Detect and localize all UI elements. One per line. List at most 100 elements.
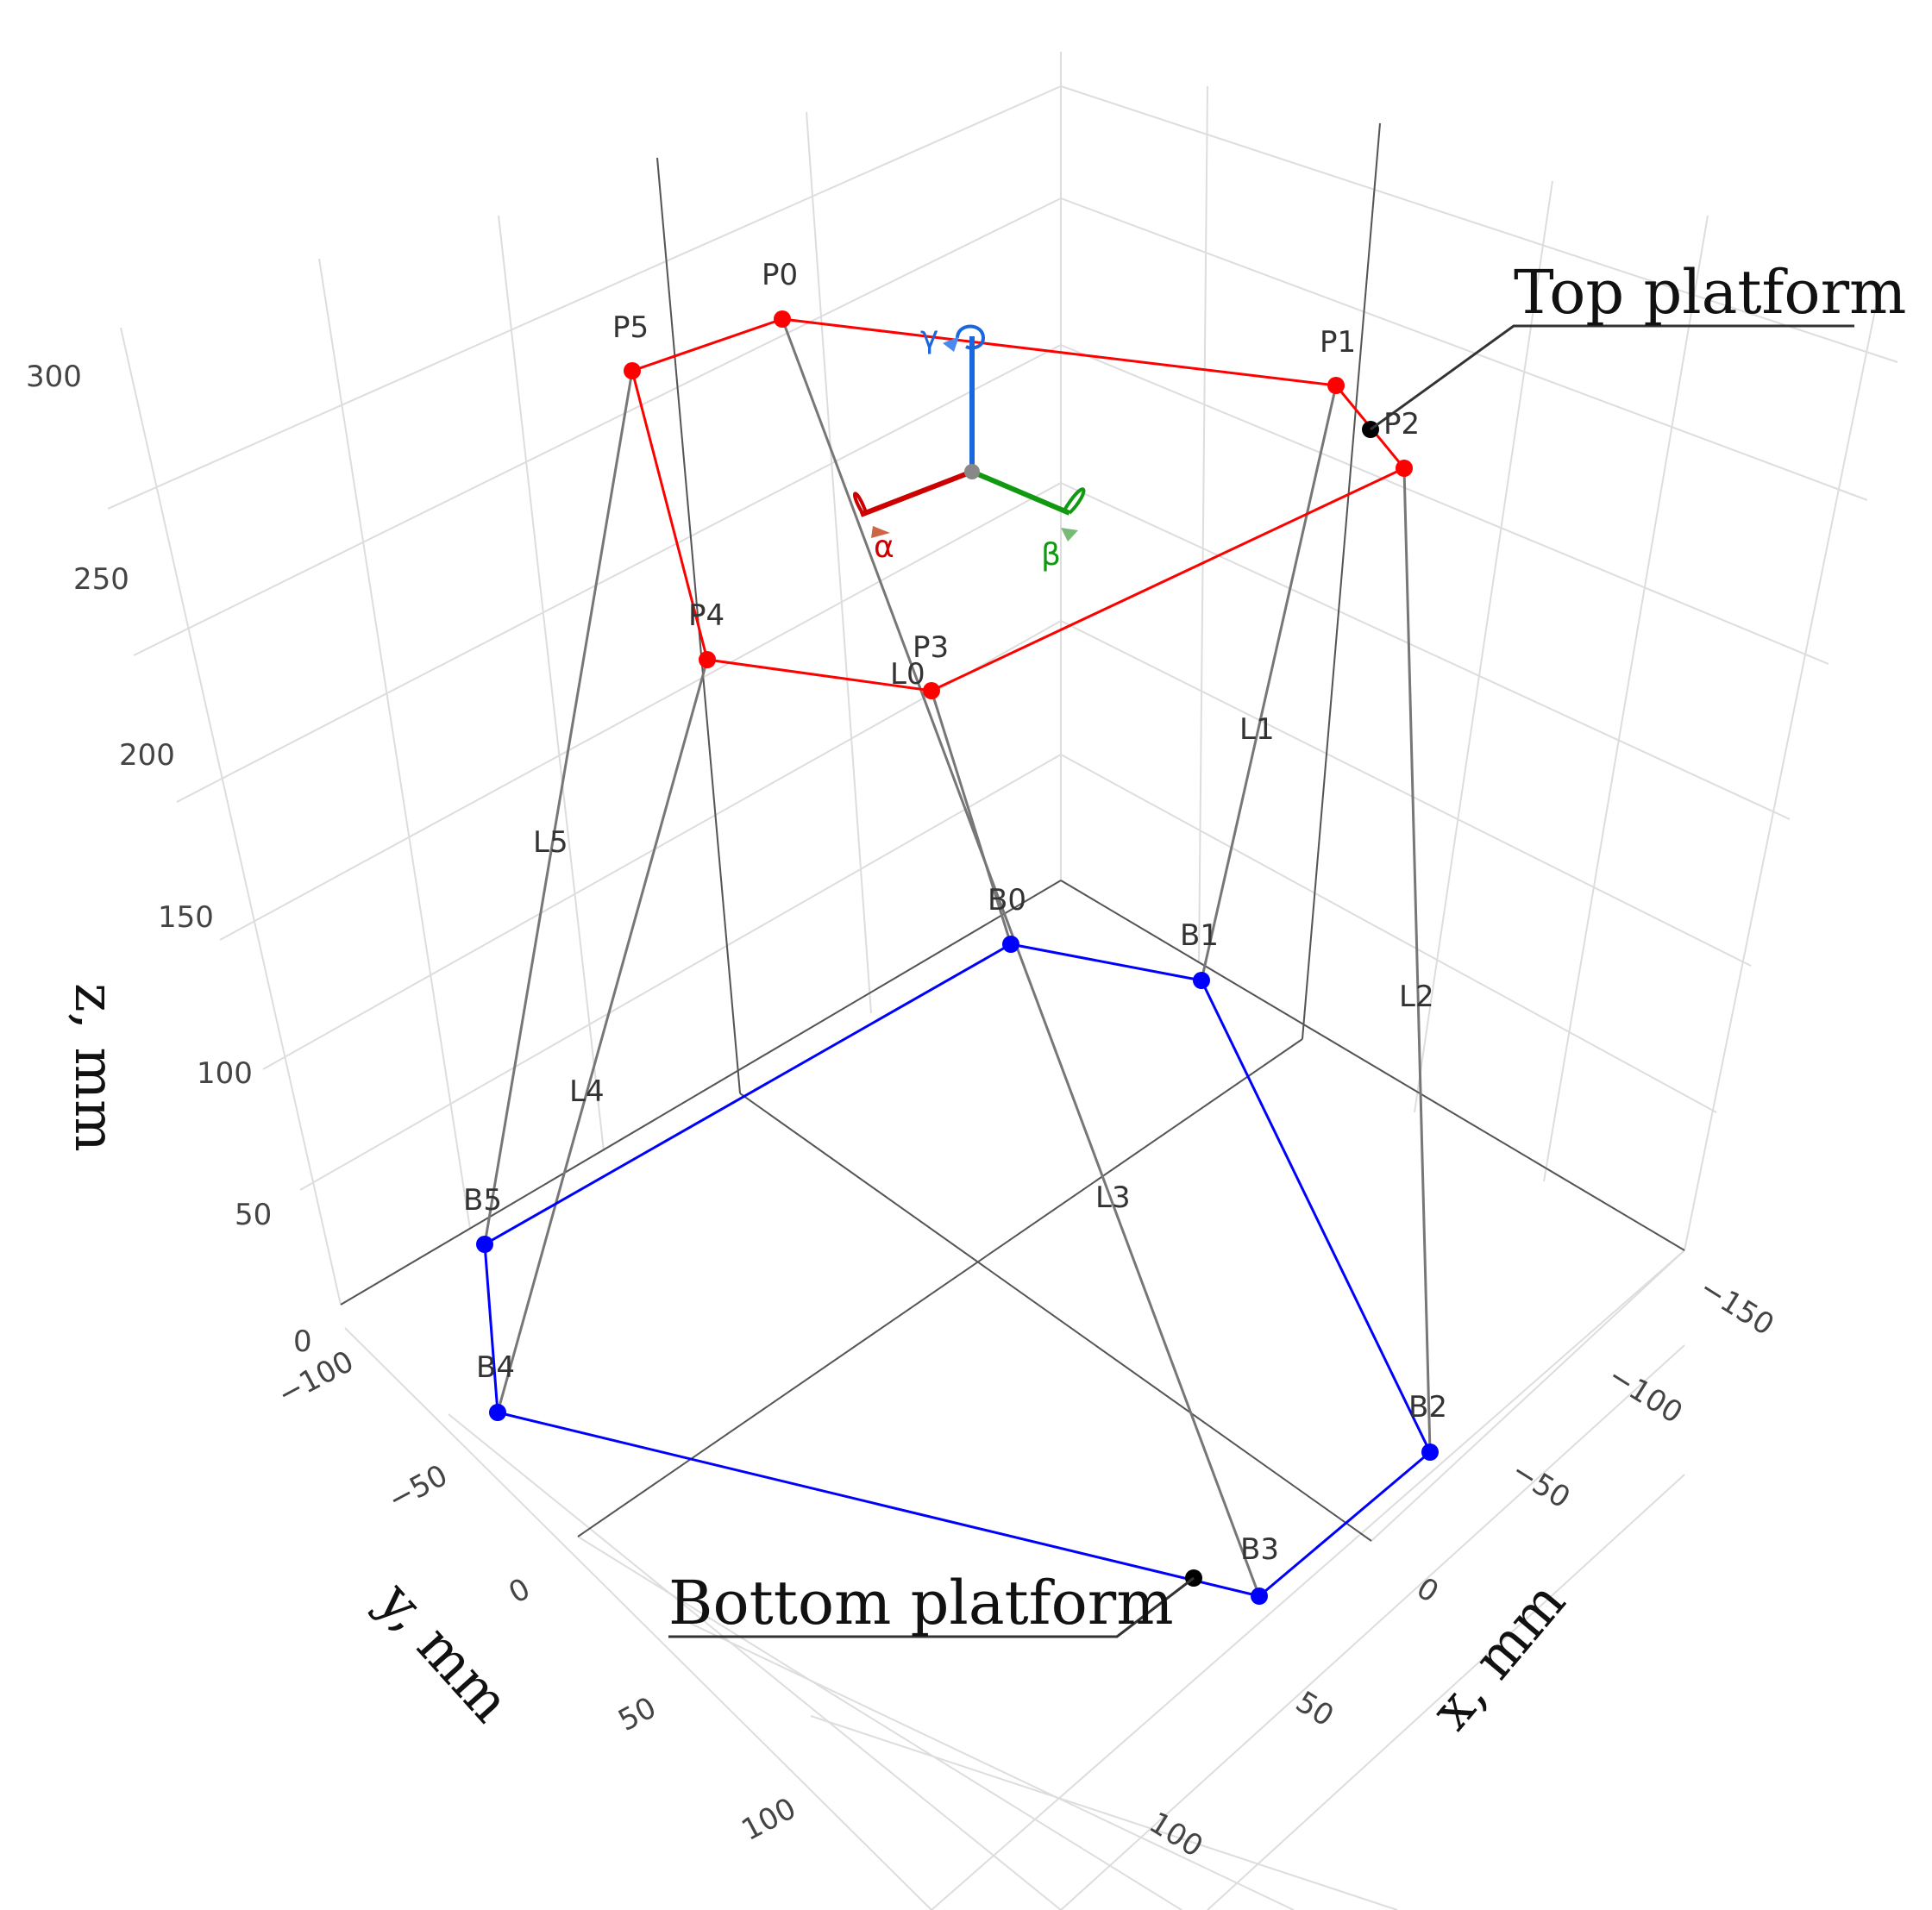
grid-line (931, 1249, 1685, 1910)
label-B0: B0 (988, 883, 1026, 917)
bottom-platform-labels: B0 B1 B2 B3 B4 B5 (463, 883, 1447, 1567)
leg-labels: L0 L1 L2 L3 L4 L5 (533, 657, 1434, 1215)
label-B5: B5 (463, 1183, 502, 1218)
leg-L4 (496, 659, 709, 1413)
alpha-rotation-arrow (853, 492, 869, 516)
y-tick-neg50: −50 (382, 1458, 453, 1518)
label-P2: P2 (1383, 407, 1420, 441)
bottom-platform-outline (483, 942, 1432, 1598)
vertex-B1 (1193, 972, 1210, 989)
grid-line (806, 111, 872, 1014)
z-tick-100: 100 (197, 1056, 253, 1091)
grid-line (1060, 1344, 1685, 1910)
gamma-arrowhead (943, 336, 959, 352)
label-P3: P3 (913, 630, 949, 665)
label-P4: P4 (688, 598, 724, 633)
label-B2: B2 (1408, 1390, 1447, 1425)
label-B4: B4 (476, 1350, 515, 1385)
grid-line (1371, 1249, 1685, 1542)
leg-L1 (1200, 385, 1338, 981)
grid-line (1543, 215, 1709, 1182)
z-axis-ticks: 0 50 100 150 200 250 300 (26, 360, 312, 1359)
x-tick-0: 0 (1410, 1571, 1445, 1610)
leg-L2 (1402, 467, 1432, 1453)
top-platform-labels: P0 P1 P2 P3 P4 P5 (612, 258, 1420, 665)
z-tick-150: 150 (158, 900, 214, 935)
x-tick-50: 50 (1289, 1685, 1339, 1734)
x-axis-title: x, mm (1420, 1570, 1578, 1742)
top-platform-vertices (624, 310, 1413, 699)
grid-line (810, 1715, 1398, 1910)
vertex-B4 (489, 1404, 506, 1421)
x-tick-neg150: −150 (1693, 1271, 1779, 1343)
alpha-axis-line (859, 469, 974, 517)
y-tick-neg100: −100 (272, 1344, 359, 1412)
vertex-B5 (476, 1236, 493, 1253)
back-bottom-edge (340, 880, 1062, 1306)
bottom-platform-callout: Bottom platform (668, 1568, 1174, 1638)
grid-line (1060, 197, 1868, 501)
x-tick-neg50: −50 (1505, 1454, 1576, 1516)
vertex-P5 (624, 362, 641, 379)
vertical-edge-right (1302, 122, 1381, 1040)
leg-label-L3: L3 (1095, 1180, 1131, 1215)
callouts: Top platform Bottom platform (668, 257, 1906, 1638)
z-tick-300: 300 (26, 360, 82, 394)
grid-line (448, 1413, 1062, 1910)
y-axis-title: y, mm (364, 1569, 522, 1734)
vertex-B3 (1251, 1587, 1268, 1605)
vertex-P0 (774, 310, 791, 328)
beta-axis-line (970, 469, 1071, 516)
x-axis-ticks: −150 −100 −50 0 50 100 (1143, 1271, 1779, 1864)
grid-line (219, 482, 1062, 941)
top-callout-leader (1370, 324, 1854, 431)
alpha-arrowhead (871, 526, 890, 538)
vertex-B2 (1421, 1443, 1439, 1461)
leg-L0 (781, 318, 1261, 1597)
z-tick-200: 200 (119, 738, 175, 773)
label-P0: P0 (762, 258, 798, 292)
beta-label: β (1041, 537, 1061, 573)
leg-label-L4: L4 (569, 1074, 605, 1109)
grid-line (133, 197, 1062, 656)
leg-label-L2: L2 (1399, 980, 1434, 1014)
grid-line (685, 1620, 1295, 1910)
x-tick-neg100: −100 (1602, 1359, 1688, 1431)
vertex-P1 (1327, 377, 1345, 394)
grid-line (120, 327, 342, 1306)
orientation-frame: α β γ (853, 320, 1086, 573)
gamma-rotation-arrow (956, 324, 986, 350)
y-tick-0: 0 (503, 1571, 536, 1610)
gamma-label: γ (920, 320, 938, 355)
grid-line (1060, 620, 1752, 967)
grid-line (1060, 754, 1717, 1113)
vertex-P2 (1396, 460, 1413, 477)
z-tick-0: 0 (293, 1324, 312, 1359)
vertex-B0 (1002, 936, 1019, 953)
bottom-callout-leader (668, 1576, 1195, 1638)
vertex-P3 (923, 682, 940, 699)
bottom-platform-vertices (476, 936, 1439, 1605)
grid-line (1198, 85, 1208, 962)
label-B1: B1 (1180, 918, 1219, 953)
leg-L5 (483, 370, 634, 1245)
grid-line (1684, 284, 1881, 1251)
z-axis-title: z, mm (62, 983, 126, 1152)
beta-rotation-arrow (1063, 487, 1086, 515)
z-tick-250: 250 (73, 562, 129, 597)
beta-arrowhead (1061, 528, 1078, 542)
grid-line (1207, 1474, 1685, 1910)
label-P1: P1 (1320, 325, 1356, 360)
vertex-P4 (699, 651, 716, 668)
grid-line (176, 344, 1062, 803)
grid-line (1060, 482, 1791, 820)
leg-label-L5: L5 (533, 825, 568, 860)
top-platform-outline (630, 317, 1407, 692)
grid-line (498, 215, 605, 1152)
grid-line (577, 1536, 1182, 1910)
grid-line (299, 754, 1062, 1191)
y-tick-50: 50 (612, 1690, 662, 1738)
leg-label-L1: L1 (1239, 712, 1275, 747)
